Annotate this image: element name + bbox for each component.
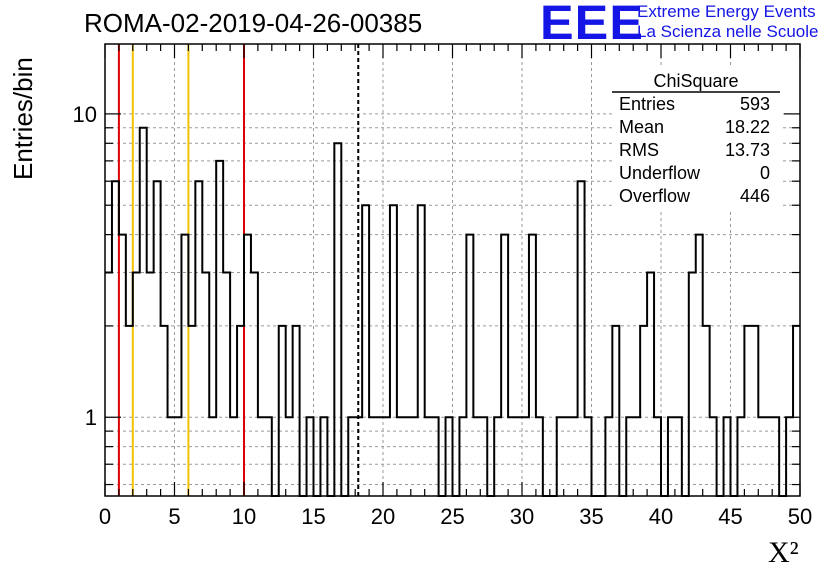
stats-value: 18.22 bbox=[725, 117, 770, 137]
stats-title: ChiSquare bbox=[653, 71, 738, 91]
x-tick-label: 0 bbox=[99, 504, 111, 529]
x-axis-label: X² bbox=[768, 536, 799, 569]
x-tick-label: 25 bbox=[440, 504, 464, 529]
chart-title: ROMA-02-2019-04-26-00385 bbox=[84, 8, 423, 38]
stats-label: Underflow bbox=[619, 163, 701, 183]
x-tick-label: 15 bbox=[301, 504, 325, 529]
stats-value: 13.73 bbox=[725, 140, 770, 160]
y-tick-label: 10 bbox=[73, 102, 97, 127]
x-tick-label: 10 bbox=[232, 504, 256, 529]
grid bbox=[105, 44, 800, 496]
logo-line-2: La Scienza nelle Scuole bbox=[637, 22, 819, 41]
stats-label: RMS bbox=[619, 140, 659, 160]
x-tick-label: 50 bbox=[788, 504, 812, 529]
y-tick-label: 1 bbox=[85, 405, 97, 430]
x-tick-label: 35 bbox=[579, 504, 603, 529]
stats-value: 593 bbox=[740, 94, 770, 114]
x-tick-label: 5 bbox=[168, 504, 180, 529]
stats-label: Overflow bbox=[619, 186, 691, 206]
x-tick-label: 45 bbox=[718, 504, 742, 529]
stats-label: Entries bbox=[619, 94, 675, 114]
eee-logo: EEE bbox=[540, 0, 644, 50]
x-tick-label: 20 bbox=[371, 504, 395, 529]
stats-box: ChiSquare Entries 593 Mean 18.22 RMS 13.73 Und… bbox=[612, 68, 780, 212]
x-tick-label: 30 bbox=[510, 504, 534, 529]
stats-value: 446 bbox=[740, 186, 770, 206]
stats-value: 0 bbox=[760, 163, 770, 183]
logo-line-1: Extreme Energy Events bbox=[637, 2, 816, 21]
stats-rows: Entries 593 Mean 18.22 RMS 13.73 Underflow 0 Ove… bbox=[619, 94, 770, 206]
stats-label: Mean bbox=[619, 117, 664, 137]
reference-lines bbox=[117, 44, 360, 496]
axes: 0 5 10 15 20 25 30 35 40 45 50 1 10 bbox=[73, 43, 812, 529]
x-tick-label: 40 bbox=[649, 504, 673, 529]
